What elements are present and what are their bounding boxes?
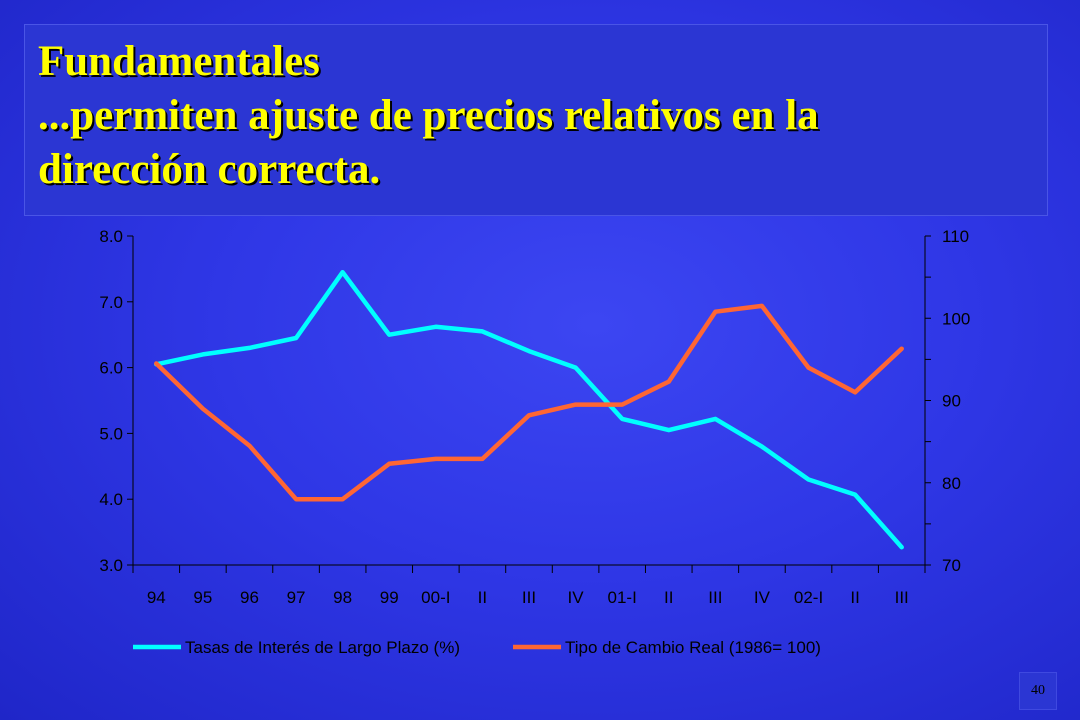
slide-title-line-3: dirección correcta. xyxy=(38,146,381,193)
right-tick-label: 70 xyxy=(942,556,961,575)
x-tick-label: II xyxy=(850,588,859,607)
x-tick-label: 96 xyxy=(240,588,259,607)
x-tick-label: IV xyxy=(754,588,771,607)
x-tick-label: 95 xyxy=(193,588,212,607)
title-box: Fundamentales ...permiten ajuste de prec… xyxy=(24,24,1048,216)
x-tick-label: 02-I xyxy=(794,588,823,607)
left-tick-label: 8.0 xyxy=(99,227,123,246)
series-line-2 xyxy=(154,303,904,502)
x-tick-label: 94 xyxy=(147,588,166,607)
right-tick-label: 100 xyxy=(942,309,970,328)
left-tick-label: 4.0 xyxy=(99,490,123,509)
right-tick-label: 80 xyxy=(942,474,961,493)
page-number: 40 xyxy=(1019,672,1057,710)
left-tick-label: 7.0 xyxy=(99,293,123,312)
x-tick-label: 97 xyxy=(287,588,306,607)
series-line-1 xyxy=(154,269,904,550)
left-tick-label: 3.0 xyxy=(99,556,123,575)
x-tick-label: II xyxy=(664,588,673,607)
x-tick-label: 99 xyxy=(380,588,399,607)
x-tick-label: III xyxy=(895,588,909,607)
right-tick-label: 90 xyxy=(942,392,961,411)
x-tick-label: III xyxy=(708,588,722,607)
left-tick-label: 5.0 xyxy=(99,424,123,443)
slide-title-line-1: Fundamentales xyxy=(38,38,320,85)
right-tick-label: 110 xyxy=(942,227,969,246)
x-tick-label: 98 xyxy=(333,588,352,607)
legend-label-2: Tipo de Cambio Real (1986= 100) xyxy=(565,638,821,657)
left-tick-label: 6.0 xyxy=(99,359,123,378)
x-tick-label: IV xyxy=(568,588,585,607)
x-tick-label: III xyxy=(522,588,536,607)
x-tick-label: 00-I xyxy=(421,588,450,607)
x-tick-label: 01-I xyxy=(608,588,637,607)
x-tick-label: II xyxy=(478,588,487,607)
slide-title-line-2: ...permiten ajuste de precios relativos … xyxy=(38,92,819,139)
legend-label-1: Tasas de Interés de Largo Plazo (%) xyxy=(185,638,460,657)
